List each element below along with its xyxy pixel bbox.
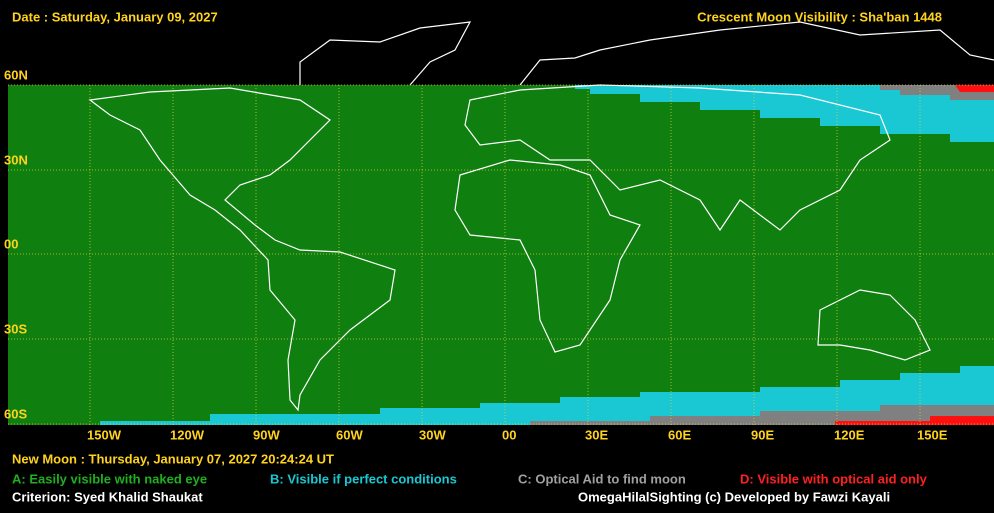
lon-label: 150E <box>917 427 948 442</box>
zone-d-south <box>835 416 994 425</box>
australia <box>817 289 931 361</box>
criterion: Criterion: Syed Khalid Shaukat <box>12 489 203 504</box>
lon-label: 60E <box>668 427 691 442</box>
zone-c-south <box>530 405 994 425</box>
arctic-coast <box>299 21 994 86</box>
date: Date : Saturday, January 09, 2027 <box>12 9 218 24</box>
lon-label: 30W <box>419 427 446 442</box>
legend-a: A: Easily visible with naked eye <box>12 471 207 486</box>
lon-label: 120W <box>170 427 205 442</box>
legend-c: C: Optical Aid to find moon <box>518 471 686 486</box>
lon-label: 30E <box>585 427 608 442</box>
zone-b-south <box>100 366 994 425</box>
lon-label: 90W <box>253 427 280 442</box>
lon-label: 90E <box>751 427 774 442</box>
lat-label: 60S <box>4 406 27 421</box>
new-moon: New Moon : Thursday, January 07, 2027 20… <box>12 451 334 466</box>
zone-b-north <box>575 85 994 142</box>
credit: OmegaHilalSighting (c) Developed by Fawz… <box>578 489 890 504</box>
legend-d: D: Visible with optical aid only <box>740 471 928 486</box>
zone-d-north <box>955 85 994 92</box>
lat-label: 30N <box>4 152 28 167</box>
eurasia <box>464 84 891 232</box>
lon-label: 120E <box>834 427 865 442</box>
legend-b: B: Visible if perfect conditions <box>270 471 457 486</box>
lon-label: 00 <box>502 427 516 442</box>
lat-label: 60N <box>4 67 28 82</box>
lat-label: 30S <box>4 321 27 336</box>
americas <box>88 87 396 412</box>
lon-label: 60W <box>336 427 363 442</box>
title: Crescent Moon Visibility : Sha'ban 1448 <box>697 9 942 24</box>
lat-label: 00 <box>4 236 18 251</box>
zone-a <box>8 85 994 425</box>
lon-label: 150W <box>87 427 122 442</box>
